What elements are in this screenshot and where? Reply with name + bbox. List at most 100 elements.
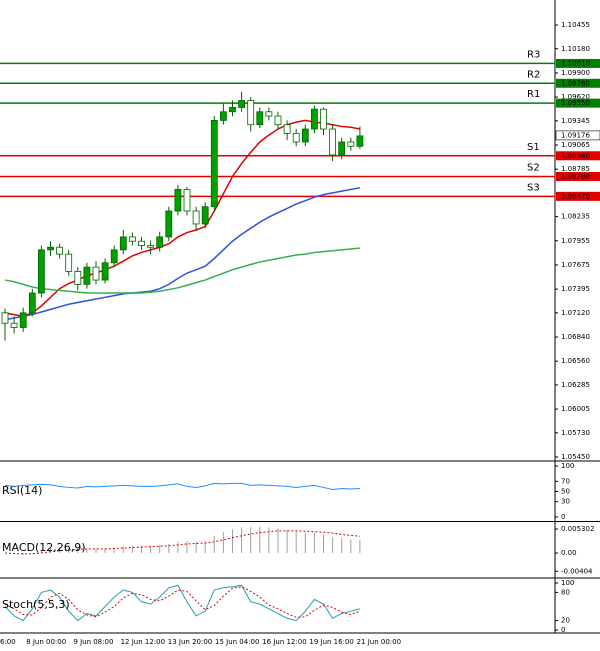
candle-body xyxy=(274,115,282,126)
y-tick-label: 1.09345 xyxy=(561,117,590,125)
y-tick-label: 100 xyxy=(561,462,574,470)
candle-body xyxy=(292,132,300,143)
candle-body xyxy=(47,246,54,251)
candle-body xyxy=(138,240,145,246)
y-tick-label: 1.09900 xyxy=(561,69,590,77)
candle-body xyxy=(101,262,109,281)
candle-body xyxy=(119,236,127,251)
candle-body xyxy=(183,189,191,212)
candle-body xyxy=(83,266,91,285)
level-name: S2 xyxy=(527,162,540,173)
y-tick-label: 1.07120 xyxy=(561,309,590,317)
y-tick-label: 1.10180 xyxy=(561,45,590,53)
y-tick-label: 1.06005 xyxy=(561,405,590,413)
y-tick-label: 0.00 xyxy=(561,549,577,557)
candle-body xyxy=(338,141,346,156)
x-tick-label: 21 Jun 00:00 xyxy=(357,638,401,646)
moving-average xyxy=(4,186,361,321)
y-tick-label: 80 xyxy=(561,588,570,596)
x-tick-label: 19 Jun 16:00 xyxy=(309,638,353,646)
level-name: R2 xyxy=(527,69,540,80)
indicator-title: Stoch(5,5,3) xyxy=(2,598,70,611)
candle-body xyxy=(310,108,318,130)
y-tick-label: 20 xyxy=(561,617,570,625)
y-tick-label: 1.05450 xyxy=(561,453,590,461)
candle-body xyxy=(210,119,218,208)
level-price-box xyxy=(556,98,600,108)
candle-body xyxy=(128,236,136,242)
y-tick-label: 30 xyxy=(561,498,570,506)
y-tick-label: 1.07395 xyxy=(561,285,590,293)
level-price-box xyxy=(556,78,600,88)
y-tick-label: 1.08235 xyxy=(561,213,590,221)
candle-body xyxy=(320,108,327,130)
candle-body xyxy=(38,249,45,294)
stoch-signal xyxy=(4,586,361,618)
moving-average xyxy=(4,247,360,294)
macd-signal xyxy=(4,530,360,555)
candle-body xyxy=(74,271,82,285)
candle-body xyxy=(28,292,36,314)
x-tick-label: 12 Jun 12:00 xyxy=(121,638,165,646)
level-price: 1.08940 xyxy=(561,152,590,160)
candle-body xyxy=(238,100,246,108)
candle-body xyxy=(56,246,63,255)
candle-body xyxy=(65,253,73,272)
y-tick-label: 1.06560 xyxy=(561,357,590,365)
level-price: 1.10010 xyxy=(561,59,590,67)
x-tick-label: 9 Jun 08:00 xyxy=(73,638,113,646)
candle-body xyxy=(110,249,118,264)
y-tick-label: 1.09065 xyxy=(561,141,590,149)
candle-body xyxy=(201,206,209,225)
y-tick-label: 50 xyxy=(561,488,570,496)
moving-average xyxy=(4,119,361,318)
candle-body xyxy=(147,245,155,248)
candle-body xyxy=(283,124,291,134)
level-price-box xyxy=(556,151,600,161)
last-price: 1.09176 xyxy=(561,131,590,139)
stoch-main xyxy=(4,584,361,622)
level-price: 1.09780 xyxy=(561,79,590,87)
y-tick-label: 1.07675 xyxy=(561,261,590,269)
y-tick-label: 100 xyxy=(561,579,574,587)
x-tick-label: 16 Jun 12:00 xyxy=(262,638,306,646)
candle-body xyxy=(192,210,200,225)
y-tick-label: 1.08785 xyxy=(561,165,590,173)
y-tick-label: 70 xyxy=(561,477,570,485)
candle-body xyxy=(10,322,18,328)
candle-body xyxy=(229,107,236,113)
y-tick-label: 1.07955 xyxy=(561,237,590,245)
last-price-box xyxy=(555,130,600,141)
level-price: 1.09550 xyxy=(561,99,590,107)
candle-body xyxy=(19,312,27,328)
level-name: S3 xyxy=(527,182,540,193)
y-tick-label: 0 xyxy=(561,626,565,634)
candle-body xyxy=(1,312,9,324)
candle-body xyxy=(329,128,337,156)
candle-body xyxy=(347,141,355,147)
y-tick-label: 1.06285 xyxy=(561,381,590,389)
y-tick-label: 0.005302 xyxy=(561,525,594,533)
y-tick-label: 1.10455 xyxy=(561,21,590,29)
candle-body xyxy=(356,135,364,147)
x-tick-label: 13 Jun 20:00 xyxy=(168,638,212,646)
candle-body xyxy=(219,111,227,121)
level-name: R1 xyxy=(527,89,540,100)
indicator-title: RSI(14) xyxy=(2,484,42,497)
y-tick-label: -0.00404 xyxy=(561,567,593,575)
candle-body xyxy=(92,266,100,281)
level-name: R3 xyxy=(527,49,540,60)
y-tick-label: 1.06840 xyxy=(561,333,590,341)
level-price-box xyxy=(556,58,600,68)
candle-body xyxy=(301,128,309,143)
x-tick-label: 6:00 xyxy=(0,638,16,646)
candle-body xyxy=(174,189,182,212)
x-tick-label: 8 Jun 00:00 xyxy=(26,638,66,646)
y-tick-label: 1.05730 xyxy=(561,429,590,437)
x-tick-label: 15 Jun 04:00 xyxy=(215,638,259,646)
candle-body xyxy=(156,236,164,248)
candle-body xyxy=(165,210,173,238)
rsi-line xyxy=(4,482,360,490)
